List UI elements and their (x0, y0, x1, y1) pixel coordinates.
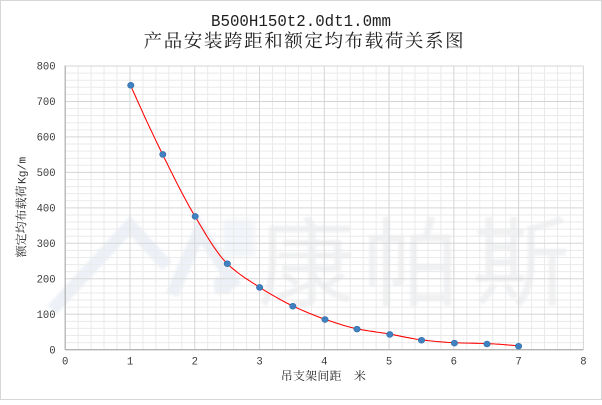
svg-text:6: 6 (451, 356, 457, 368)
svg-text:600: 600 (37, 133, 56, 145)
svg-text:1: 1 (127, 356, 133, 368)
svg-text:0: 0 (62, 356, 68, 368)
svg-text:3: 3 (256, 356, 262, 368)
svg-text:Kg/m: Kg/m (17, 157, 29, 184)
svg-text:2: 2 (192, 356, 198, 368)
svg-text:800: 800 (37, 62, 56, 74)
svg-text:8: 8 (580, 356, 586, 368)
svg-text:100: 100 (37, 310, 56, 322)
svg-text:300: 300 (37, 239, 56, 251)
svg-text:5: 5 (386, 356, 392, 368)
svg-text:B500H150t2.0dt1.0mm: B500H150t2.0dt1.0mm (211, 13, 391, 32)
svg-text:4: 4 (321, 356, 327, 368)
svg-text:500: 500 (37, 168, 56, 180)
svg-text:700: 700 (37, 97, 56, 109)
svg-text:7: 7 (515, 356, 521, 368)
svg-text:0: 0 (49, 345, 55, 357)
svg-text:400: 400 (37, 204, 56, 216)
svg-text:200: 200 (37, 275, 56, 287)
